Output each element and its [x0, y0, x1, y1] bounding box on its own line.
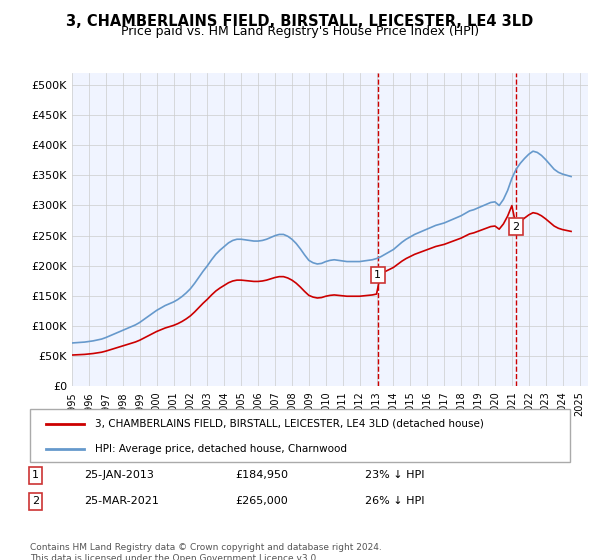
- Text: 3, CHAMBERLAINS FIELD, BIRSTALL, LEICESTER, LE4 3LD (detached house): 3, CHAMBERLAINS FIELD, BIRSTALL, LEICEST…: [95, 419, 484, 429]
- Text: 3, CHAMBERLAINS FIELD, BIRSTALL, LEICESTER, LE4 3LD: 3, CHAMBERLAINS FIELD, BIRSTALL, LEICEST…: [67, 14, 533, 29]
- FancyBboxPatch shape: [30, 409, 570, 462]
- Text: 25-MAR-2021: 25-MAR-2021: [84, 496, 159, 506]
- Text: 26% ↓ HPI: 26% ↓ HPI: [365, 496, 424, 506]
- Text: 1: 1: [32, 470, 39, 480]
- Text: 25-JAN-2013: 25-JAN-2013: [84, 470, 154, 480]
- Text: HPI: Average price, detached house, Charnwood: HPI: Average price, detached house, Char…: [95, 444, 347, 454]
- Text: 1: 1: [374, 270, 381, 280]
- Text: £184,950: £184,950: [235, 470, 288, 480]
- Text: 23% ↓ HPI: 23% ↓ HPI: [365, 470, 424, 480]
- Text: Price paid vs. HM Land Registry's House Price Index (HPI): Price paid vs. HM Land Registry's House …: [121, 25, 479, 38]
- Text: 2: 2: [32, 496, 39, 506]
- Text: 2: 2: [512, 222, 520, 232]
- Text: Contains HM Land Registry data © Crown copyright and database right 2024.
This d: Contains HM Land Registry data © Crown c…: [30, 543, 382, 560]
- Text: £265,000: £265,000: [235, 496, 288, 506]
